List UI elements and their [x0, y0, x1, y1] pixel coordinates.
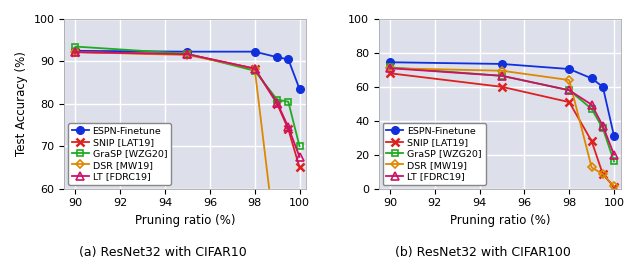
- ESPN-Finetune: [386, 61, 394, 64]
- Line: GraSP [WZG20]: GraSP [WZG20]: [72, 43, 303, 150]
- SNIP [LAT19]: [284, 128, 292, 131]
- LT [FDRC19]: [588, 103, 595, 106]
- DSR [MW19]: [273, 253, 281, 256]
- ESPN-Finetune: [296, 88, 303, 91]
- DSR [MW19]: [588, 166, 595, 169]
- DSR [MW19]: [251, 67, 259, 70]
- GraSP [WZG20]: [72, 45, 79, 48]
- Line: ESPN-Finetune: ESPN-Finetune: [386, 58, 618, 140]
- SNIP [LAT19]: [72, 51, 79, 54]
- DSR [MW19]: [565, 79, 573, 82]
- X-axis label: Pruning ratio (%): Pruning ratio (%): [135, 214, 236, 227]
- SNIP [LAT19]: [273, 102, 281, 105]
- DSR [MW19]: [498, 69, 506, 72]
- SNIP [LAT19]: [565, 101, 573, 104]
- LT [FDRC19]: [599, 124, 607, 127]
- Line: SNIP [LAT19]: SNIP [LAT19]: [72, 48, 303, 171]
- LT [FDRC19]: [498, 74, 506, 77]
- GraSP [WZG20]: [599, 127, 607, 130]
- Line: DSR [MW19]: DSR [MW19]: [72, 49, 303, 262]
- X-axis label: Pruning ratio (%): Pruning ratio (%): [449, 214, 550, 227]
- Line: LT [FDRC19]: LT [FDRC19]: [72, 48, 303, 161]
- GraSP [WZG20]: [296, 145, 303, 148]
- Text: (a) ResNet32 with CIFAR10: (a) ResNet32 with CIFAR10: [79, 246, 247, 259]
- SNIP [LAT19]: [498, 85, 506, 89]
- Legend: ESPN-Finetune, SNIP [LAT19], GraSP [WZG20], DSR [MW19], LT [FDRC19]: ESPN-Finetune, SNIP [LAT19], GraSP [WZG2…: [68, 123, 171, 185]
- ESPN-Finetune: [599, 85, 607, 89]
- LT [FDRC19]: [284, 125, 292, 129]
- Line: ESPN-Finetune: ESPN-Finetune: [72, 47, 303, 93]
- GraSP [WZG20]: [610, 160, 618, 163]
- Line: LT [FDRC19]: LT [FDRC19]: [386, 64, 618, 159]
- LT [FDRC19]: [610, 153, 618, 156]
- SNIP [LAT19]: [599, 173, 607, 176]
- ESPN-Finetune: [251, 50, 259, 53]
- DSR [MW19]: [610, 184, 618, 188]
- DSR [MW19]: [72, 51, 79, 54]
- GraSP [WZG20]: [273, 98, 281, 101]
- Text: (b) ResNet32 with CIFAR100: (b) ResNet32 with CIFAR100: [396, 246, 571, 259]
- DSR [MW19]: [599, 173, 607, 176]
- LT [FDRC19]: [184, 53, 191, 56]
- GraSP [WZG20]: [498, 74, 506, 77]
- Y-axis label: Test Accuracy (%): Test Accuracy (%): [15, 51, 28, 156]
- SNIP [LAT19]: [610, 185, 618, 189]
- SNIP [LAT19]: [588, 140, 595, 143]
- DSR [MW19]: [386, 67, 394, 70]
- GraSP [WZG20]: [184, 52, 191, 55]
- Legend: ESPN-Finetune, SNIP [LAT19], GraSP [WZG20], DSR [MW19], LT [FDRC19]: ESPN-Finetune, SNIP [LAT19], GraSP [WZG2…: [383, 123, 486, 185]
- SNIP [LAT19]: [296, 166, 303, 169]
- ESPN-Finetune: [184, 50, 191, 53]
- LT [FDRC19]: [565, 89, 573, 92]
- ESPN-Finetune: [565, 68, 573, 71]
- SNIP [LAT19]: [251, 67, 259, 70]
- GraSP [WZG20]: [251, 69, 259, 72]
- LT [FDRC19]: [251, 67, 259, 70]
- Line: SNIP [LAT19]: SNIP [LAT19]: [386, 69, 618, 191]
- GraSP [WZG20]: [284, 100, 292, 103]
- GraSP [WZG20]: [565, 89, 573, 92]
- SNIP [LAT19]: [184, 53, 191, 56]
- ESPN-Finetune: [273, 56, 281, 59]
- ESPN-Finetune: [498, 62, 506, 66]
- LT [FDRC19]: [296, 155, 303, 159]
- LT [FDRC19]: [386, 67, 394, 70]
- ESPN-Finetune: [610, 134, 618, 138]
- GraSP [WZG20]: [386, 66, 394, 69]
- ESPN-Finetune: [284, 58, 292, 61]
- ESPN-Finetune: [72, 49, 79, 52]
- Line: DSR [MW19]: DSR [MW19]: [387, 65, 617, 189]
- LT [FDRC19]: [72, 51, 79, 54]
- DSR [MW19]: [184, 53, 191, 57]
- SNIP [LAT19]: [386, 72, 394, 75]
- LT [FDRC19]: [273, 101, 281, 104]
- GraSP [WZG20]: [588, 107, 595, 111]
- ESPN-Finetune: [588, 77, 595, 80]
- Line: GraSP [WZG20]: GraSP [WZG20]: [387, 64, 618, 165]
- DSR [MW19]: [296, 251, 303, 254]
